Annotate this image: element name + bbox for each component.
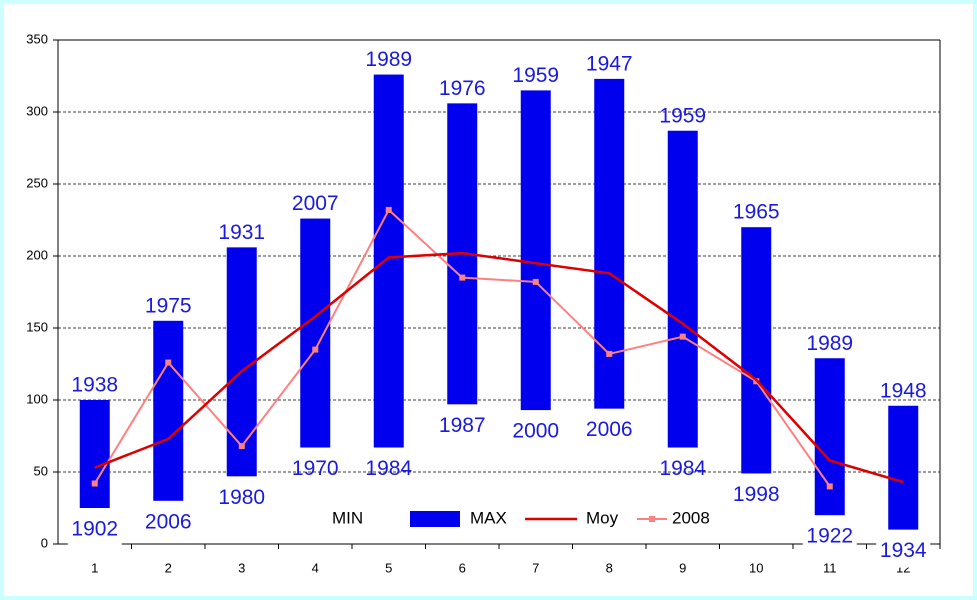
max-year-label: 1959 xyxy=(512,64,559,87)
y-tick-label: 150 xyxy=(26,319,48,334)
bar xyxy=(226,247,257,477)
y-tick-label: 0 xyxy=(41,535,48,550)
x-tick-label: 3 xyxy=(238,560,245,575)
bar xyxy=(79,400,110,508)
min-year-label: 1970 xyxy=(292,457,339,480)
min-year-label: 2006 xyxy=(145,510,192,533)
x-tick-label: 11 xyxy=(823,560,837,575)
point xyxy=(826,483,833,490)
x-tick-label: 9 xyxy=(679,560,686,575)
y-tick-label: 50 xyxy=(34,463,48,478)
legend-label: Moy xyxy=(586,508,619,527)
max-year-label: 1959 xyxy=(659,104,706,127)
min-year-label: 2000 xyxy=(512,420,559,443)
max-year-label: 1948 xyxy=(880,379,927,402)
y-tick-label: 100 xyxy=(26,391,48,406)
min-year-label: 1934 xyxy=(880,539,927,562)
bar xyxy=(814,358,845,516)
max-year-label: 1938 xyxy=(71,374,118,397)
legend-swatch xyxy=(649,516,655,522)
max-year-label: 1965 xyxy=(733,201,780,224)
point xyxy=(91,480,98,487)
bar xyxy=(888,405,919,530)
x-tick-label: 4 xyxy=(312,560,319,575)
x-tick-label: 10 xyxy=(749,560,763,575)
point xyxy=(532,278,539,285)
x-tick-label: 2 xyxy=(165,560,172,575)
min-year-label: 1902 xyxy=(71,518,118,541)
min-year-label: 1980 xyxy=(218,486,265,509)
max-year-label: 1989 xyxy=(365,48,412,71)
label-bg xyxy=(802,523,857,554)
plot-area xyxy=(58,40,940,544)
max-year-label: 2007 xyxy=(292,192,339,215)
y-tick-label: 300 xyxy=(26,103,48,118)
legend-label: MAX xyxy=(470,508,507,527)
x-tick-label: 5 xyxy=(385,560,392,575)
min-year-label: 2006 xyxy=(586,418,633,441)
legend-label: 2008 xyxy=(672,508,710,527)
bar xyxy=(594,78,625,409)
x-tick-label: 7 xyxy=(532,560,539,575)
y-tick-label: 200 xyxy=(26,247,48,262)
x-tick-label: 8 xyxy=(606,560,613,575)
max-year-label: 1989 xyxy=(806,332,853,355)
min-year-label: 1998 xyxy=(733,483,780,506)
y-tick-label: 350 xyxy=(26,31,48,46)
label-bg xyxy=(67,516,122,546)
min-year-label: 1922 xyxy=(806,525,853,548)
point xyxy=(312,346,319,353)
legend-label: MIN xyxy=(332,508,363,527)
max-year-label: 1931 xyxy=(218,221,265,244)
bar xyxy=(373,74,404,448)
y-tick-label: 250 xyxy=(26,175,48,190)
max-year-label: 1976 xyxy=(439,77,486,100)
x-tick-label: 1 xyxy=(91,560,98,575)
max-year-label: 1975 xyxy=(145,294,192,317)
bar xyxy=(741,227,772,474)
min-year-label: 1987 xyxy=(439,414,486,437)
legend-swatch xyxy=(410,511,460,527)
line-series xyxy=(94,251,904,484)
bar xyxy=(520,90,551,411)
bar xyxy=(300,218,331,448)
point xyxy=(238,443,245,450)
bar xyxy=(667,130,698,448)
min-year-label: 1984 xyxy=(659,457,706,480)
point xyxy=(459,274,466,281)
point xyxy=(679,333,686,340)
max-year-label: 1947 xyxy=(586,52,633,75)
x-tick-label: 6 xyxy=(459,560,466,575)
min-year-label: 1984 xyxy=(365,457,412,480)
point xyxy=(165,359,172,366)
label-bg xyxy=(876,537,931,568)
point xyxy=(385,206,392,213)
bar xyxy=(153,320,184,501)
point xyxy=(606,350,613,357)
